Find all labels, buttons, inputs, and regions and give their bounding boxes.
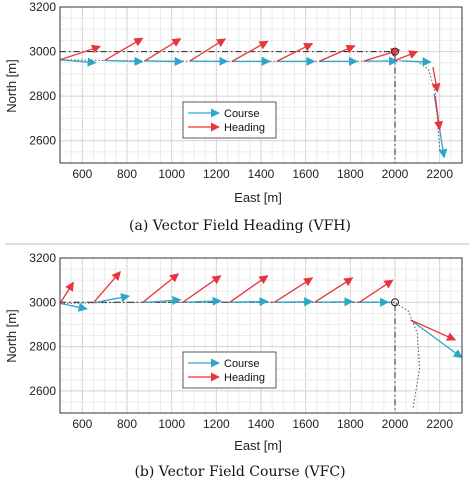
course-arrow [60,302,88,312]
heading-arrow [318,44,356,62]
legend-box [182,351,277,389]
y-tick-label: 3000 [29,45,56,59]
y-tick-label: 2600 [29,134,56,148]
x-tick-label: 2200 [426,167,453,181]
axes-frame [59,257,463,414]
heading-arrow [394,50,419,62]
y-tick-label: 3200 [29,0,56,14]
axes-frame [59,6,463,164]
x-tick-label: 2200 [426,417,453,431]
y-axis-label: North [m] [4,59,19,112]
course-arrow [229,297,269,307]
x-tick-label: 1600 [292,167,319,181]
caption: (b) Vector Field Course (VFC) [134,464,345,480]
heading-arrow [93,271,121,304]
series-heading [60,37,444,131]
course-arrow [274,297,314,307]
heading-arrow [60,281,74,304]
heading-arrow [182,275,222,303]
x-tick-label: 1200 [203,417,230,431]
reference-path [60,301,396,413]
caption: (a) Vector Field Heading (VFH) [129,218,351,234]
heading-arrow [142,273,180,304]
course-arrow [60,57,97,67]
plot-area: 600 800 1000 1200 1400 1600 1800 2000 2200 2600 28… [29,251,463,431]
y-axis-label: North [m] [4,309,19,362]
trajectory-line [60,301,421,409]
data-layer [60,37,448,163]
y-tick-label: 2600 [29,384,56,398]
x-axis-label: East [m] [234,190,282,205]
x-tick-label: 2000 [382,167,409,181]
heading-arrow [410,319,457,341]
x-tick-label: 800 [117,417,137,431]
heading-arrow [276,42,314,62]
legend-box [182,101,277,139]
y-tick-label: 3200 [29,251,56,265]
heading-arrow [60,44,102,61]
y-tick-label: 3000 [29,295,56,309]
course-arrow [93,293,131,304]
heading-arrow [189,38,227,62]
legend-label-heading: Heading [224,122,265,134]
waypoint-marker [391,298,399,307]
x-tick-label: 2000 [382,417,409,431]
course-arrow [401,57,432,67]
course-arrow [314,297,354,307]
waypoint-marker [391,47,399,56]
heading-arrow [104,37,144,62]
plot-area: 600 800 1000 1200 1400 1600 1800 2000 2200 2600 28… [29,0,463,181]
panel-vfh: 600 800 1000 1200 1400 1600 1800 2000 2200 2600 28… [4,0,463,234]
data-layer [60,271,462,413]
legend-label-course: Course [224,358,259,370]
heading-arrow [231,40,269,62]
y-tick-label: 2800 [29,89,56,103]
panel-vfc: 600 800 1000 1200 1400 1600 1800 2000 2200 2600 28… [4,251,463,480]
series-course [60,293,462,359]
course-arrow [104,56,144,66]
reference-path [60,51,396,163]
x-tick-label: 1800 [337,167,364,181]
course-arrow [144,56,184,67]
x-tick-label: 800 [117,167,137,181]
x-tick-label: 1600 [292,417,319,431]
x-tick-label: 1000 [158,167,185,181]
course-arrow [142,295,182,305]
course-arrow [182,296,222,306]
x-axis-label: East [m] [234,438,282,453]
legend-label-heading: Heading [224,372,265,384]
x-tick-label: 1800 [337,417,364,431]
heading-arrow [144,38,182,62]
course-arrow [410,319,462,359]
x-tick-label: 1000 [158,417,185,431]
heading-arrow [358,279,394,303]
x-tick-label: 1400 [248,167,275,181]
series-heading [60,271,457,341]
heading-arrow [314,277,354,303]
x-tick-label: 1400 [248,417,275,431]
heading-arrow [229,275,269,303]
heading-arrow [434,96,444,131]
heading-arrow [363,48,401,62]
heading-arrow [274,277,314,303]
x-tick-label: 600 [72,167,92,181]
x-tick-label: 600 [72,417,92,431]
heading-arrow [431,67,441,93]
legend-label-course: Course [224,108,259,120]
x-tick-label: 1200 [203,167,230,181]
legend: Course Heading [182,101,277,139]
y-tick-label: 2800 [29,340,56,354]
legend: Course Heading [182,351,277,389]
